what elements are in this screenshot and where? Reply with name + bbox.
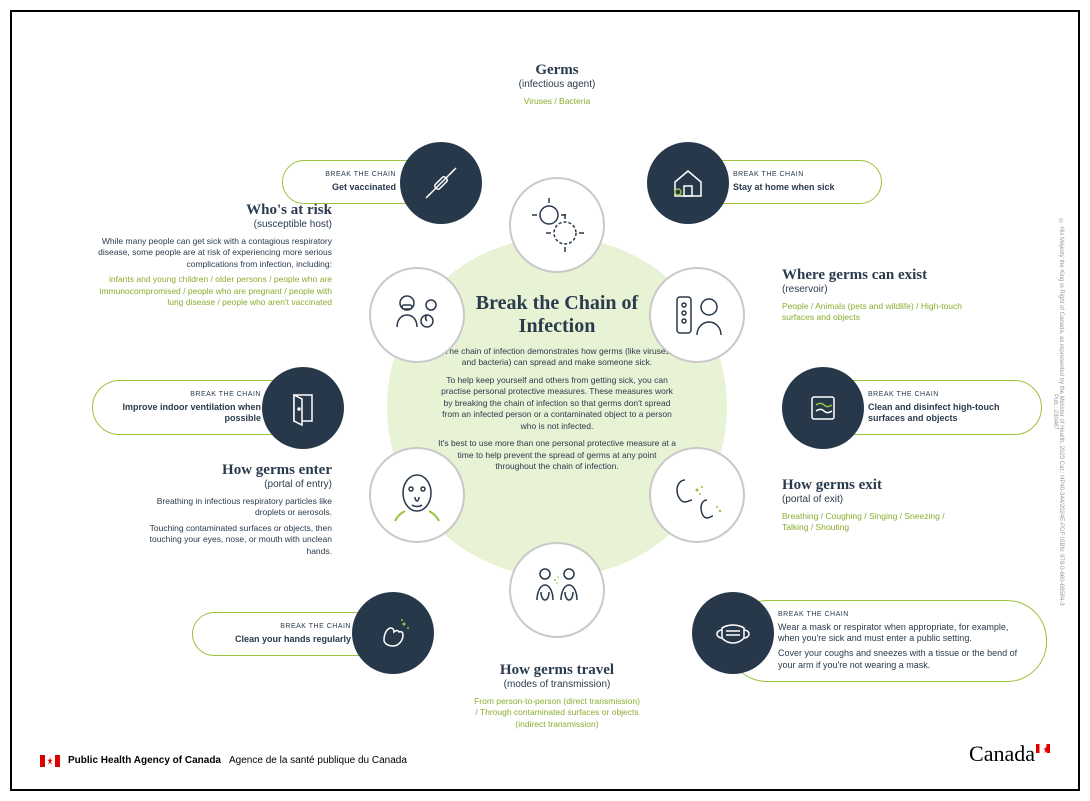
risk-body1: While many people can get sick with a co… <box>87 236 332 270</box>
pill-mask: BREAK THE CHAIN Wear a mask or respirato… <box>727 600 1047 682</box>
germs-title: Germs <box>492 62 622 79</box>
agency-fr: Agence de la santé publique du Canada <box>229 755 407 767</box>
act-stayhome <box>647 142 729 224</box>
mask-label: Wear a mask or respirator when appropria… <box>778 622 1032 645</box>
node-travel <box>509 542 605 638</box>
entry-icon <box>387 465 447 525</box>
entry-sub: (portal of entry) <box>142 479 332 490</box>
act-mask <box>692 592 774 674</box>
center-p2: To help keep yourself and others from ge… <box>437 375 677 432</box>
center-text: Break the Chain of Infection The chain o… <box>437 292 677 479</box>
section-travel: How germs travel (modes of transmission)… <box>472 662 642 730</box>
reservoir-body: People / Animals (pets and wildlife) / H… <box>782 301 992 324</box>
risk-icon <box>387 285 447 345</box>
wipe-icon <box>802 387 844 429</box>
house-icon <box>667 162 709 204</box>
risk-sub: (susceptible host) <box>87 219 332 230</box>
section-risk: Who's at risk (susceptible host) While m… <box>87 202 332 309</box>
section-germs: Germs (infectious agent) Viruses / Bacte… <box>492 62 622 107</box>
vaccinate-label: Get vaccinated <box>332 182 396 192</box>
hands-label: Clean your hands regularly <box>235 634 351 644</box>
act-ventilate <box>262 367 344 449</box>
node-reservoir <box>649 267 745 363</box>
flag-icon-small <box>1036 744 1050 753</box>
exit-body: Breathing / Coughing / Singing / Sneezin… <box>782 511 972 534</box>
center-p3: It's best to use more than one personal … <box>437 438 677 472</box>
act-vaccinate <box>400 142 482 224</box>
agency-logo: Public Health Agency of Canada Agence de… <box>40 755 407 767</box>
exit-title: How germs exit <box>782 477 972 494</box>
entry-title: How germs enter <box>142 462 332 479</box>
mask-icon <box>712 612 754 654</box>
mask-label2: Cover your coughs and sneezes with a tis… <box>778 648 1032 671</box>
section-exit: How germs exit (portal of exit) Breathin… <box>782 477 972 534</box>
exit-icon <box>667 465 727 525</box>
stayhome-label: Stay at home when sick <box>733 182 835 192</box>
section-entry: How germs enter (portal of entry) Breath… <box>142 462 332 557</box>
act-clean <box>782 367 864 449</box>
center-title: Break the Chain of Infection <box>437 292 677 338</box>
travel-icon <box>527 560 587 620</box>
act-hands <box>352 592 434 674</box>
entry-body2: Touching contaminated surfaces or object… <box>142 523 332 557</box>
hands-icon <box>372 612 414 654</box>
node-exit <box>649 447 745 543</box>
clean-label: Clean and disinfect high-touch surfaces … <box>868 402 1000 423</box>
ventilate-label: Improve indoor ventilation when possible <box>122 402 261 423</box>
section-reservoir: Where germs can exist (reservoir) People… <box>782 267 992 324</box>
risk-body2: infants and young children / older perso… <box>87 274 332 308</box>
reservoir-icon <box>667 285 727 345</box>
flag-icon <box>40 755 60 767</box>
node-risk <box>369 267 465 363</box>
copyright: © His Majesty the King in Right of Canad… <box>1052 212 1064 612</box>
entry-body1: Breathing in infectious respiratory part… <box>142 496 332 519</box>
germs-sub: (infectious agent) <box>492 79 622 90</box>
node-entry <box>369 447 465 543</box>
canada-wordmark: Canada <box>969 741 1050 767</box>
node-germs <box>509 177 605 273</box>
agency-en: Public Health Agency of Canada <box>68 755 221 767</box>
reservoir-title: Where germs can exist <box>782 267 992 284</box>
travel-title: How germs travel <box>472 662 642 679</box>
risk-title: Who's at risk <box>87 202 332 219</box>
center-p1: The chain of infection demonstrates how … <box>437 346 677 369</box>
syringe-icon <box>420 162 462 204</box>
travel-body: From person-to-person (direct transmissi… <box>472 696 642 730</box>
exit-sub: (portal of exit) <box>782 494 972 505</box>
reservoir-sub: (reservoir) <box>782 284 992 295</box>
germ-icon <box>527 195 587 255</box>
travel-sub: (modes of transmission) <box>472 679 642 690</box>
door-icon <box>282 387 324 429</box>
germs-body: Viruses / Bacteria <box>492 96 622 107</box>
page-frame: Break the Chain of Infection The chain o… <box>10 10 1080 791</box>
